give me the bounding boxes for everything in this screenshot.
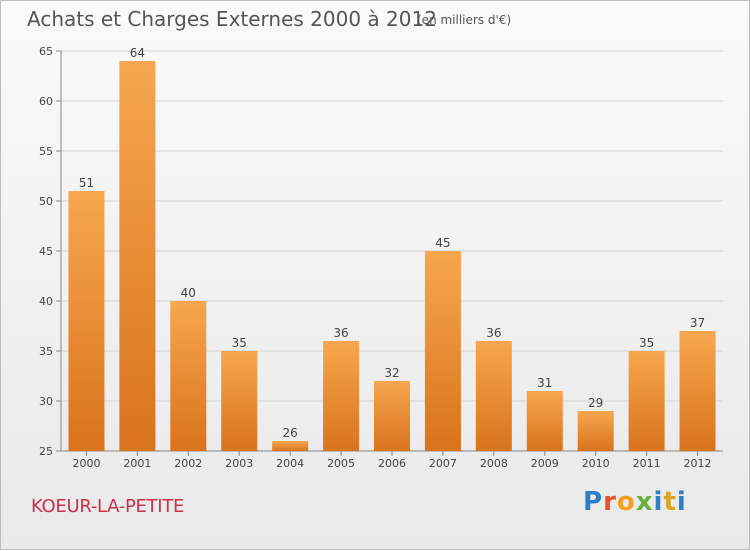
- bar-2003: [221, 351, 258, 451]
- x-tick-label-2012: 2012: [684, 457, 712, 470]
- y-tick-label: 55: [39, 145, 53, 158]
- value-label-2011: 35: [639, 336, 654, 350]
- y-tick-label: 45: [39, 245, 53, 258]
- value-label-2005: 36: [333, 326, 348, 340]
- y-tick-labels: 25 30 35 40 45 50 55 60 65: [39, 45, 53, 458]
- y-tick-label: 35: [39, 345, 53, 358]
- value-label-2006: 32: [384, 366, 399, 380]
- bar-2005: [323, 341, 360, 451]
- bar-2001: [119, 61, 156, 451]
- bar-2000: [68, 191, 105, 451]
- x-tick-labels: 2000 2001 2002 2003 2004 2005 2006 2007 2008 2009…: [72, 451, 712, 470]
- x-tick-label-2005: 2005: [327, 457, 355, 470]
- x-tick-label-2002: 2002: [174, 457, 202, 470]
- bar-2011: [628, 351, 665, 451]
- value-label-2003: 35: [232, 336, 247, 350]
- value-label-2004: 26: [283, 426, 298, 440]
- bar-2007: [424, 251, 461, 451]
- chart-title: Achats et Charges Externes 2000 à 2012: [27, 7, 437, 31]
- value-label-2000: 51: [79, 176, 94, 190]
- value-label-2012: 37: [690, 316, 705, 330]
- bar-2004: [272, 441, 309, 451]
- x-tick-label-2010: 2010: [582, 457, 610, 470]
- bar-2008: [475, 341, 512, 451]
- y-tick-label: 65: [39, 45, 53, 58]
- bar-2002: [170, 301, 207, 451]
- bar-2006: [374, 381, 410, 451]
- value-label-2010: 29: [588, 396, 603, 410]
- x-tick-label-2003: 2003: [225, 457, 253, 470]
- y-tick-label: 50: [39, 195, 53, 208]
- value-labels: 51 64 40 35 26 36 32 45 36 31 29 35 37: [79, 46, 705, 440]
- y-tick-label: 30: [39, 395, 53, 408]
- value-label-2009: 31: [537, 376, 552, 390]
- value-label-2007: 45: [435, 236, 450, 250]
- proxiti-logo: Proxiti: [583, 487, 687, 517]
- bar-2012: [679, 331, 716, 451]
- y-tick-label: 60: [39, 95, 53, 108]
- x-tick-label-2011: 2011: [633, 457, 661, 470]
- value-label-2008: 36: [486, 326, 501, 340]
- value-label-2001: 64: [130, 46, 145, 60]
- chart-unit-label: (en milliers d'€): [417, 13, 512, 27]
- bar-2010: [577, 411, 614, 451]
- x-tick-label-2008: 2008: [480, 457, 508, 470]
- value-label-2002: 40: [181, 286, 196, 300]
- x-tick-label-2001: 2001: [123, 457, 151, 470]
- commune-name: KOEUR-LA-PETITE: [31, 496, 185, 517]
- y-tick-label: 25: [39, 445, 53, 458]
- x-tick-label-2009: 2009: [531, 457, 559, 470]
- x-tick-label-2007: 2007: [429, 457, 457, 470]
- bars: [68, 61, 716, 451]
- x-tick-label-2000: 2000: [72, 457, 100, 470]
- bar-2009: [526, 391, 563, 451]
- y-tick-label: 40: [39, 295, 53, 308]
- x-tick-label-2004: 2004: [276, 457, 304, 470]
- x-tick-label-2006: 2006: [378, 457, 406, 470]
